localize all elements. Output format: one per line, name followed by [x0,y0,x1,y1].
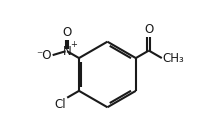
Text: Cl: Cl [55,98,66,111]
Text: O: O [144,23,153,36]
Text: +: + [70,40,77,49]
Text: N: N [63,45,72,58]
Text: O: O [63,26,72,39]
Text: CH₃: CH₃ [163,52,184,65]
Text: ⁻O: ⁻O [36,49,52,62]
